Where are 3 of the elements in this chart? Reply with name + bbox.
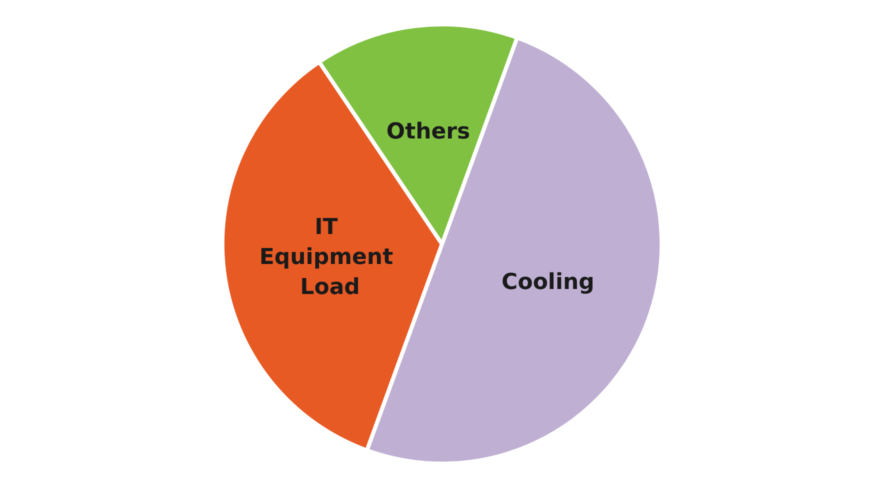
slice-label: Cooling	[502, 270, 594, 296]
slice-label: IT Equipment Load	[259, 215, 401, 300]
slice-label: Others	[386, 120, 470, 145]
